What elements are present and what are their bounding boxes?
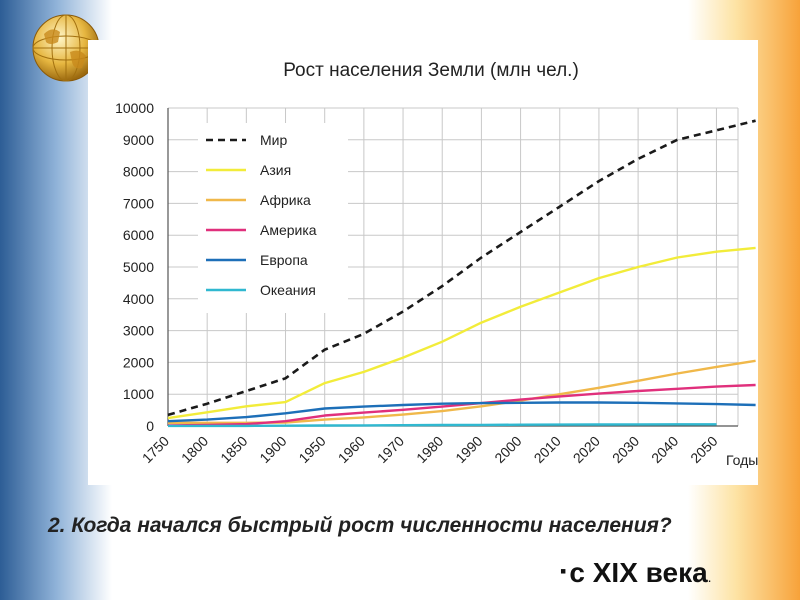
- y-tick-label: 5000: [123, 259, 154, 275]
- population-line-chart: Рост населения Земли (млн чел.) 0 1000 200…: [115, 60, 758, 468]
- x-tick-label: 2040: [648, 433, 681, 466]
- series-line: [167, 119, 756, 417]
- x-tick-label: 2050: [687, 433, 720, 466]
- x-axis-label: Годы: [726, 452, 758, 468]
- x-tick-label: 1950: [295, 433, 328, 466]
- legend: Мир Азия Африка Америка Европа Океания: [206, 132, 317, 298]
- series-line: [167, 401, 756, 423]
- chart-panel: Рост населения Земли (млн чел.) 0 1000 200…: [88, 40, 758, 485]
- x-tick-label: 1990: [452, 433, 485, 466]
- legend-label: Мир: [260, 132, 287, 148]
- answer-text: ▪ с XIX века.: [560, 557, 712, 589]
- globe-icon: [32, 14, 100, 82]
- x-tick-label: 2030: [609, 433, 642, 466]
- series-line: [168, 423, 717, 428]
- answer-period: .: [707, 569, 712, 585]
- legend-label: Европа: [260, 252, 308, 268]
- series-line: [168, 359, 756, 424]
- y-tick-label: 9000: [123, 132, 154, 148]
- x-tick-label: 1970: [374, 433, 407, 466]
- legend-label: Океания: [260, 282, 316, 298]
- y-tick-label: 8000: [123, 164, 154, 180]
- y-tick-label: 7000: [123, 195, 154, 211]
- y-tick-label: 0: [146, 418, 154, 434]
- y-tick-label: 3000: [123, 323, 154, 339]
- x-tick-label: 1800: [178, 433, 211, 466]
- y-tick-label: 1000: [123, 386, 154, 402]
- answer-label: с XIX века: [569, 557, 708, 588]
- x-tick-label: 2020: [570, 433, 603, 466]
- legend-background: [198, 123, 348, 313]
- y-tick-label: 4000: [123, 291, 154, 307]
- chart-title: Рост населения Земли (млн чел.): [283, 60, 579, 81]
- y-tick-label: 2000: [123, 354, 154, 370]
- x-tick-label: 2010: [531, 433, 564, 466]
- series-line: [167, 383, 756, 427]
- x-tick-label: 1960: [335, 433, 368, 466]
- legend-label: Азия: [260, 162, 291, 178]
- series-lines: [167, 119, 756, 428]
- x-tick-label: 1980: [413, 433, 446, 466]
- x-tick-label: 1750: [139, 433, 172, 466]
- x-tick-label: 2000: [491, 433, 524, 466]
- y-tick-label: 6000: [123, 227, 154, 243]
- y-tick-label: 10000: [115, 100, 154, 116]
- x-tick-labels: 1750 1800 1850 1900 1950 1960 1970 1980 1990 2000…: [139, 433, 721, 466]
- question-text: 2. Когда начался быстрый рост численност…: [48, 514, 672, 537]
- x-tick-label: 1850: [217, 433, 250, 466]
- y-tick-labels: 0 1000 2000 3000 4000 5000 6000 7000 8000 9000 100…: [115, 100, 154, 434]
- bullet-icon: ▪: [560, 561, 567, 581]
- legend-label: Африка: [260, 192, 311, 208]
- x-tick-label: 1900: [256, 433, 289, 466]
- legend-label: Америка: [260, 222, 317, 238]
- series-line: [167, 246, 756, 420]
